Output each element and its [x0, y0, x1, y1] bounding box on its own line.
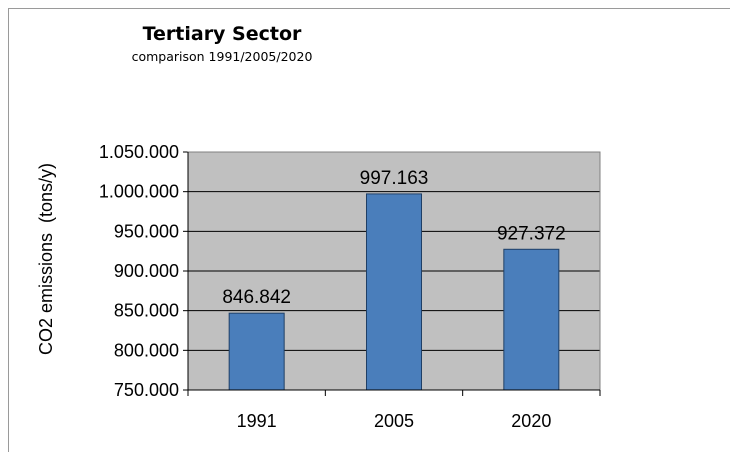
data-label-2020: 927.372 — [497, 223, 566, 244]
labels: 750.000 800.000 850.000 900.000 950.000 1.000… — [99, 142, 566, 431]
chart-subtitle: comparison 1991/2005/2020 — [131, 49, 313, 64]
x-tick-label-2020: 2020 — [511, 411, 551, 431]
y-tick-label: 850.000 — [114, 301, 179, 321]
x-tick-label-2005: 2005 — [374, 411, 414, 431]
bar-2020 — [503, 248, 560, 391]
bars — [228, 193, 560, 391]
y-tick-label: 900.000 — [114, 261, 179, 281]
y-axis-title: CO2 emissions (tons/y) — [36, 163, 56, 355]
data-label-1991: 846.842 — [222, 287, 291, 308]
y-tick-label: 800.000 — [114, 340, 179, 360]
frame-left-border — [8, 8, 9, 452]
y-tick-label: 750.000 — [114, 380, 179, 400]
y-tick-label: 1.000.000 — [99, 182, 179, 202]
chart-title: Tertiary Sector — [142, 23, 302, 45]
bar-1991 — [228, 312, 285, 391]
x-tick-label-1991: 1991 — [237, 411, 277, 431]
bar-2005 — [366, 193, 422, 391]
data-label-2005: 997.163 — [360, 168, 429, 189]
y-tick-label: 950.000 — [114, 221, 179, 241]
y-tick-label: 1.050.000 — [99, 142, 179, 162]
axes — [183, 151, 601, 396]
frame-top-border — [8, 8, 730, 9]
